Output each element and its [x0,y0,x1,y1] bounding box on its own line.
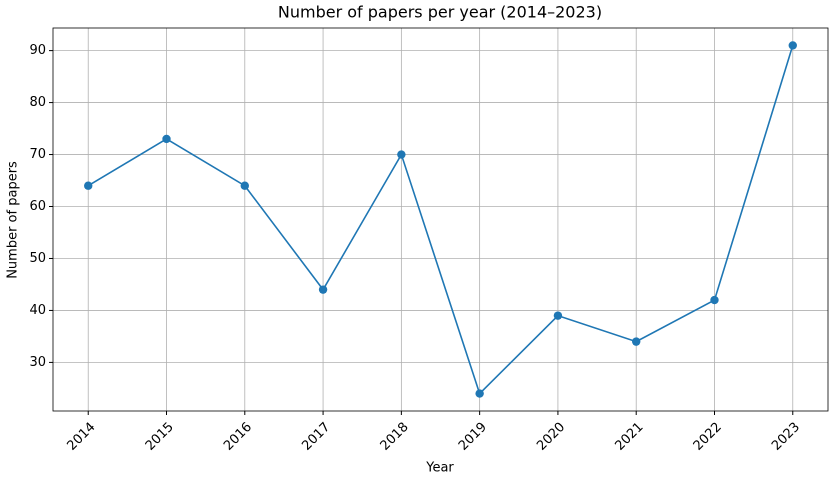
point [318,285,328,294]
x-tick-label: 2015 [143,420,177,454]
x-tick-label: 2019 [456,420,490,454]
chart-title: Number of papers per year (2014–2023) [278,3,602,22]
y-tick-label: 70 [29,147,46,162]
point [397,150,406,159]
x-tick-label: 2014 [65,420,99,454]
point [710,295,719,305]
point [632,337,641,346]
y-tick-label: 40 [29,303,46,318]
x-tick-label: 2017 [299,420,333,454]
y-tick-label: 60 [29,199,46,214]
x-axis-label: Year [425,461,454,476]
point [553,311,563,320]
y-tick-label: 90 [29,43,46,58]
line [87,45,794,396]
y-tick-label: 80 [29,95,46,110]
y-tick-label: 50 [29,251,46,266]
x-tick-label: 2023 [769,420,803,454]
x-tick-label: 2022 [691,420,725,454]
point [84,181,93,190]
y-tick-label: 30 [29,355,46,370]
x-tick-label: 2020 [534,420,568,454]
point [475,389,484,398]
x-tick-label: 2021 [613,420,647,454]
x-tick-label: 2016 [221,420,255,454]
point [788,41,797,50]
x-tick-label: 2018 [378,420,412,454]
point [240,181,249,190]
y-axis-label: Number of papers [6,161,21,279]
point [162,134,171,144]
plot-frame [52,27,829,412]
